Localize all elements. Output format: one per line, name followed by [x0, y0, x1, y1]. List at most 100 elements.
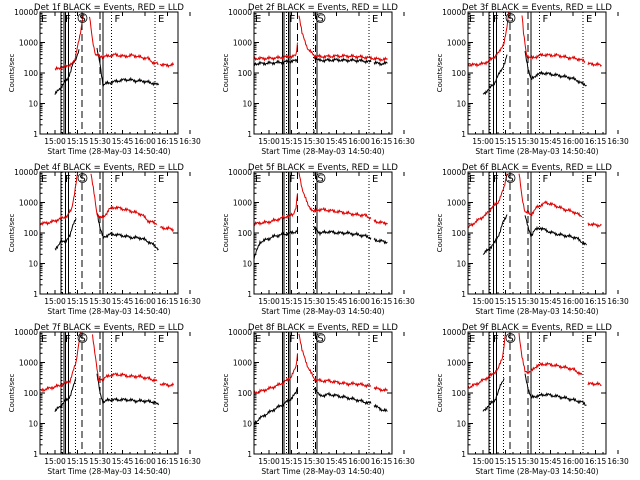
events-series	[313, 387, 372, 406]
x-tick-label: 15:15	[281, 137, 303, 146]
lld-series	[39, 173, 78, 226]
lld-series	[298, 172, 372, 220]
series-group	[253, 172, 388, 260]
y-axis-label: Counts/sec	[222, 214, 230, 253]
x-tick-label: 15:00	[44, 297, 66, 306]
x-tick-label: 16:00	[348, 457, 370, 466]
y-tick-label: 1000	[19, 359, 38, 368]
y-tick-label: 100	[238, 69, 253, 78]
marker-label-e: E	[41, 334, 47, 345]
y-axis-label: Counts/sec	[436, 374, 444, 413]
events-series	[96, 373, 159, 406]
x-tick-label: 16:30	[179, 457, 201, 466]
x-tick-label: 16:00	[348, 137, 370, 146]
y-axis-label: Counts/sec	[222, 54, 230, 93]
x-tick-label: 15:45	[326, 457, 348, 466]
series-group	[253, 333, 388, 425]
x-tick-label: 15:45	[112, 297, 134, 306]
x-tick-label: 16:15	[371, 457, 393, 466]
x-tick-label: 15:15	[67, 137, 89, 146]
lld-series	[54, 13, 84, 71]
lld-series	[587, 61, 602, 68]
y-tick-label: 1000	[233, 199, 252, 208]
x-tick-label: 16:00	[134, 137, 156, 146]
marker-label-e: E	[158, 14, 164, 25]
series-group	[467, 11, 602, 96]
lld-series	[298, 333, 372, 389]
marker-label-e: E	[586, 334, 592, 345]
panel-title: Det 1f BLACK = Events, RED = LLD	[34, 3, 184, 13]
events-series	[373, 60, 388, 67]
x-tick-label: 16:30	[607, 297, 629, 306]
x-axis-label: Start Time (28-May-03 14:50:40)	[475, 467, 598, 476]
lld-series	[518, 332, 583, 377]
marker-label-e: E	[372, 174, 378, 185]
x-tick-label: 15:15	[495, 457, 517, 466]
y-tick-label: 10000	[14, 8, 38, 17]
x-tick-label: 16:30	[607, 137, 629, 146]
lld-series	[92, 334, 158, 383]
series-group	[39, 173, 174, 251]
y-tick-label: 1000	[233, 39, 252, 48]
marker-label-f: F	[290, 334, 296, 345]
marker-label-f: F	[543, 14, 549, 25]
x-tick-label: 15:15	[495, 297, 517, 306]
y-tick-label: 1000	[447, 359, 466, 368]
marker-label-f: F	[115, 174, 121, 185]
x-tick-label: 16:15	[371, 137, 393, 146]
x-tick-label: 15:30	[89, 137, 111, 146]
lld-series	[587, 221, 602, 229]
x-tick-label: 16:15	[157, 297, 179, 306]
y-tick-label: 100	[452, 69, 467, 78]
plot-frame	[467, 331, 607, 455]
y-tick-label: 10	[242, 100, 252, 109]
y-tick-label: 100	[238, 389, 253, 398]
x-axis-label: Start Time (28-May-03 14:50:40)	[47, 467, 170, 476]
lld-series	[159, 225, 174, 233]
x-tick-label: 15:00	[472, 137, 494, 146]
saa-marker-circle	[315, 13, 326, 23]
saa-marker-circle	[315, 173, 326, 183]
x-tick-label: 15:45	[326, 297, 348, 306]
lld-series	[89, 16, 159, 66]
x-tick-label: 16:30	[393, 137, 415, 146]
saa-marker-label: S	[507, 174, 513, 185]
marker-label-e: E	[41, 174, 47, 185]
x-tick-label: 16:15	[585, 137, 607, 146]
y-tick-label: 100	[24, 229, 39, 238]
y-tick-label: 1000	[447, 199, 466, 208]
plot-frame	[253, 331, 393, 455]
y-tick-label: 1	[461, 130, 466, 139]
lld-series	[373, 385, 388, 393]
x-tick-label: 15:30	[303, 457, 325, 466]
saa-marker-circle	[77, 173, 88, 183]
y-axis-label: Counts/sec	[8, 374, 16, 413]
events-series	[313, 56, 372, 65]
saa-marker-label: S	[79, 14, 85, 25]
events-series	[54, 218, 77, 251]
x-axis-label: Start Time (28-May-03 14:50:40)	[261, 467, 384, 476]
saa-marker-circle	[315, 333, 326, 343]
events-series	[524, 215, 587, 246]
y-tick-label: 10000	[442, 8, 466, 17]
events-series	[524, 51, 587, 87]
x-axis-label: Start Time (28-May-03 14:50:40)	[261, 147, 384, 156]
x-tick-label: 16:15	[371, 297, 393, 306]
detector-panel-7: 15:00 15:15 15:30 15:45 16:00 16:15 16:30 1 10 10…	[8, 323, 201, 476]
lld-series	[587, 380, 602, 387]
x-axis-label: Start Time (28-May-03 14:50:40)	[261, 307, 384, 316]
lld-series	[90, 173, 158, 226]
saa-marker-circle	[505, 13, 516, 23]
marker-label-f: F	[543, 174, 549, 185]
x-tick-label: 15:00	[472, 297, 494, 306]
x-tick-label: 16:15	[585, 457, 607, 466]
x-tick-label: 15:45	[112, 137, 134, 146]
x-axis-label: Start Time (28-May-03 14:50:40)	[475, 307, 598, 316]
x-tick-label: 15:15	[495, 137, 517, 146]
plot-frame	[467, 11, 607, 135]
x-axis-label: Start Time (28-May-03 14:50:40)	[475, 147, 598, 156]
series-group	[253, 15, 388, 67]
marker-label-e: E	[372, 334, 378, 345]
x-tick-label: 15:45	[540, 457, 562, 466]
marker-label-e: E	[469, 334, 475, 345]
